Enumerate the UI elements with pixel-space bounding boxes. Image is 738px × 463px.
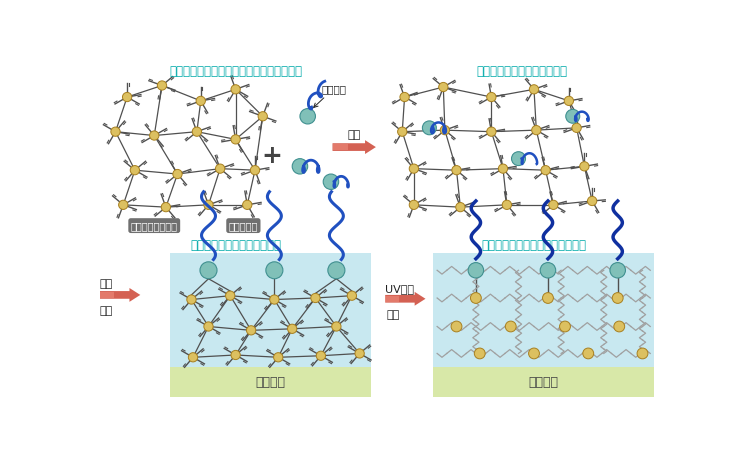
Circle shape — [200, 262, 217, 279]
Circle shape — [347, 291, 356, 300]
Circle shape — [475, 348, 485, 359]
Circle shape — [187, 295, 196, 305]
FancyArrow shape — [385, 292, 426, 306]
Text: 配合: 配合 — [348, 130, 361, 140]
Circle shape — [456, 203, 465, 213]
Text: +: + — [261, 144, 283, 168]
Circle shape — [231, 350, 241, 360]
Circle shape — [610, 263, 625, 278]
Text: 塗工: 塗工 — [100, 278, 113, 288]
Circle shape — [150, 131, 159, 141]
Circle shape — [130, 166, 139, 175]
Circle shape — [587, 197, 597, 206]
FancyArrow shape — [385, 296, 399, 302]
Circle shape — [506, 321, 516, 332]
Circle shape — [452, 166, 461, 175]
Circle shape — [559, 321, 570, 332]
Text: ハードコート主剤: ハードコート主剤 — [131, 221, 178, 231]
Circle shape — [328, 262, 345, 279]
Circle shape — [438, 83, 448, 93]
FancyArrow shape — [100, 288, 140, 302]
Circle shape — [331, 322, 341, 332]
Circle shape — [196, 97, 205, 106]
Circle shape — [614, 321, 624, 332]
Circle shape — [410, 201, 418, 210]
Circle shape — [398, 128, 407, 137]
Circle shape — [111, 128, 120, 137]
Circle shape — [422, 122, 436, 136]
FancyBboxPatch shape — [170, 254, 371, 368]
Circle shape — [246, 326, 256, 335]
Text: ハードコート主剤に防汚添加剤を少量添加: ハードコート主剤に防汚添加剤を少量添加 — [169, 65, 302, 78]
FancyBboxPatch shape — [433, 368, 654, 397]
Circle shape — [123, 93, 132, 102]
Text: 硬化によりフッ素鎖が表面に固定: 硬化によりフッ素鎖が表面に固定 — [481, 238, 587, 251]
Circle shape — [226, 291, 235, 300]
Circle shape — [204, 201, 213, 210]
Circle shape — [549, 201, 558, 210]
Text: 基材表面: 基材表面 — [255, 375, 286, 388]
Circle shape — [119, 201, 128, 210]
Text: 塗工・久燥により表面に露出: 塗工・久燥により表面に露出 — [190, 238, 281, 251]
Circle shape — [355, 349, 365, 358]
Circle shape — [204, 322, 213, 332]
Text: 基材表面: 基材表面 — [528, 375, 559, 388]
Circle shape — [231, 86, 241, 95]
Circle shape — [540, 263, 556, 278]
Circle shape — [316, 351, 325, 361]
Circle shape — [542, 293, 554, 304]
Circle shape — [266, 262, 283, 279]
Circle shape — [441, 126, 449, 136]
Circle shape — [487, 93, 496, 102]
Circle shape — [566, 110, 580, 124]
FancyArrow shape — [333, 141, 376, 155]
Circle shape — [161, 203, 170, 213]
Text: 久燥: 久燥 — [100, 306, 113, 316]
Circle shape — [292, 159, 308, 175]
Circle shape — [269, 295, 279, 305]
Text: UV照射: UV照射 — [385, 283, 414, 294]
Circle shape — [541, 166, 551, 175]
Circle shape — [528, 348, 539, 359]
Text: 防汚添加剤: 防汚添加剤 — [229, 221, 258, 231]
Circle shape — [451, 321, 462, 332]
Circle shape — [250, 166, 260, 175]
Circle shape — [215, 165, 225, 174]
Circle shape — [531, 126, 541, 136]
Circle shape — [503, 201, 511, 210]
Circle shape — [565, 97, 573, 106]
Circle shape — [300, 109, 315, 125]
Circle shape — [613, 293, 623, 304]
Text: フッ素鎖: フッ素鎖 — [314, 84, 347, 108]
FancyArrow shape — [333, 144, 348, 151]
Circle shape — [580, 163, 589, 172]
Circle shape — [468, 263, 483, 278]
FancyBboxPatch shape — [433, 254, 654, 368]
Circle shape — [231, 136, 241, 144]
Circle shape — [311, 294, 320, 303]
Circle shape — [529, 86, 539, 95]
Circle shape — [410, 165, 418, 174]
Circle shape — [583, 348, 593, 359]
Circle shape — [323, 175, 339, 190]
Circle shape — [470, 293, 481, 304]
Circle shape — [243, 201, 252, 210]
Circle shape — [258, 113, 267, 122]
Circle shape — [192, 128, 201, 137]
Circle shape — [274, 353, 283, 362]
Circle shape — [572, 124, 582, 133]
Circle shape — [173, 170, 182, 179]
Circle shape — [157, 81, 167, 91]
FancyBboxPatch shape — [170, 368, 371, 397]
Circle shape — [511, 152, 525, 166]
Text: 硬化: 硬化 — [387, 309, 400, 319]
Circle shape — [400, 93, 410, 102]
Circle shape — [288, 325, 297, 334]
Circle shape — [487, 128, 496, 137]
Circle shape — [498, 165, 508, 174]
Circle shape — [188, 353, 198, 362]
Circle shape — [637, 348, 648, 359]
FancyArrow shape — [100, 292, 114, 298]
Text: 添加剤は配合溶液中では溶解: 添加剤は配合溶液中では溶解 — [477, 65, 568, 78]
